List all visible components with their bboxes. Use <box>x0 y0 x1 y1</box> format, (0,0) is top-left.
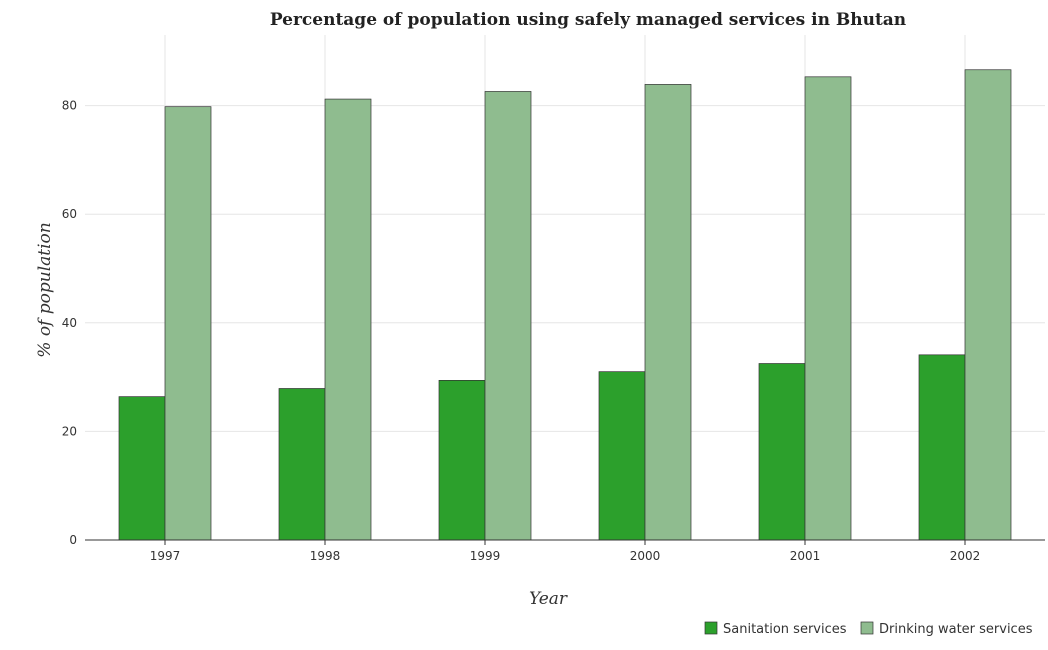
legend-sanitation-label: Sanitation services <box>723 622 847 637</box>
y-axis-label: % of population <box>35 222 55 357</box>
bar-drinking-water-2001 <box>804 76 852 541</box>
bar-sanitation-1998 <box>278 388 326 541</box>
x-tick-label: 2002 <box>950 549 981 563</box>
bar-drinking-water-1997 <box>164 106 212 541</box>
grid <box>85 35 1045 541</box>
x-tick-label: 2001 <box>790 549 821 563</box>
bar-sanitation-2001 <box>758 363 806 541</box>
x-tick-label: 1998 <box>310 549 341 563</box>
x-axis-label: Year <box>529 589 568 609</box>
bar-drinking-water-1998 <box>324 98 372 541</box>
bar-sanitation-2002 <box>918 354 966 541</box>
y-tick-label: 80 <box>62 99 77 113</box>
x-tick-labels: 1997 1998 1999 2000 2001 2002 <box>150 540 981 563</box>
y-tick-label: 60 <box>62 207 77 221</box>
chart-title: Percentage of population using safely ma… <box>270 10 906 30</box>
y-tick-label: 0 <box>69 533 77 547</box>
y-tick-label: 40 <box>62 316 77 330</box>
bar-drinking-water-1999 <box>484 91 532 541</box>
legend: Sanitation services Drinking water servic… <box>704 621 1033 637</box>
x-tick-label: 1999 <box>470 549 501 563</box>
bar-drinking-water-2000 <box>644 84 692 541</box>
legend-drinking-water-label: Drinking water services <box>879 622 1033 637</box>
bars <box>118 69 1012 541</box>
x-tick-label: 2000 <box>630 549 661 563</box>
bar-drinking-water-2002 <box>964 69 1012 541</box>
y-tick-labels: 0 20 40 60 80 <box>62 99 77 547</box>
x-tick-label: 1997 <box>150 549 181 563</box>
y-tick-label: 20 <box>62 424 77 438</box>
bar-sanitation-1997 <box>118 396 166 541</box>
legend-sanitation-swatch <box>704 621 718 635</box>
bar-sanitation-1999 <box>438 380 486 541</box>
bar-sanitation-2000 <box>598 371 646 541</box>
legend-drinking-water-swatch <box>860 621 874 635</box>
